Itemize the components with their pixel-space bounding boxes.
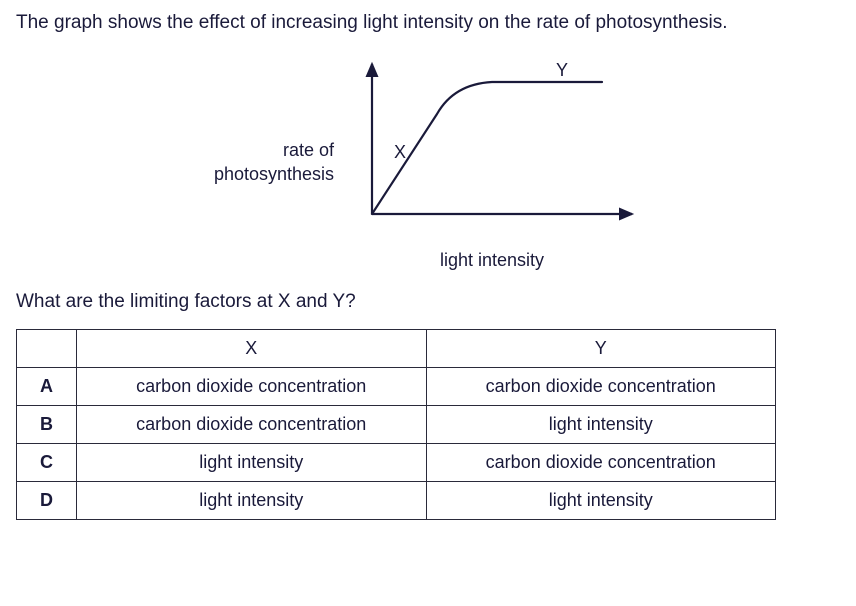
question-intro: The graph shows the effect of increasing… — [16, 12, 840, 34]
chart-column: XY light intensity — [342, 54, 642, 271]
y-axis-label: rate of photosynthesis — [214, 139, 334, 186]
figure: rate of photosynthesis XY light intensit… — [16, 54, 840, 271]
line-chart: XY — [342, 54, 642, 244]
table-corner — [17, 330, 77, 368]
answer-table: X Y A carbon dioxide concentration carbo… — [16, 329, 776, 520]
option-x: light intensity — [77, 482, 427, 520]
option-y: carbon dioxide concentration — [426, 444, 776, 482]
option-x: light intensity — [77, 444, 427, 482]
option-y: carbon dioxide concentration — [426, 368, 776, 406]
option-y: light intensity — [426, 406, 776, 444]
sub-question: What are the limiting factors at X and Y… — [16, 291, 840, 313]
option-label: D — [17, 482, 77, 520]
y-axis-label-line1: rate of — [214, 139, 334, 162]
table-row: C light intensity carbon dioxide concent… — [17, 444, 776, 482]
y-axis-label-line2: photosynthesis — [214, 163, 334, 186]
option-x: carbon dioxide concentration — [77, 406, 427, 444]
col-header-y: Y — [426, 330, 776, 368]
option-label: C — [17, 444, 77, 482]
table-row: B carbon dioxide concentration light int… — [17, 406, 776, 444]
table-header-row: X Y — [17, 330, 776, 368]
option-label: A — [17, 368, 77, 406]
option-x: carbon dioxide concentration — [77, 368, 427, 406]
svg-text:Y: Y — [556, 60, 568, 80]
col-header-x: X — [77, 330, 427, 368]
table-row: A carbon dioxide concentration carbon di… — [17, 368, 776, 406]
svg-text:X: X — [394, 142, 406, 162]
option-y: light intensity — [426, 482, 776, 520]
table-row: D light intensity light intensity — [17, 482, 776, 520]
option-label: B — [17, 406, 77, 444]
x-axis-label: light intensity — [440, 250, 544, 271]
